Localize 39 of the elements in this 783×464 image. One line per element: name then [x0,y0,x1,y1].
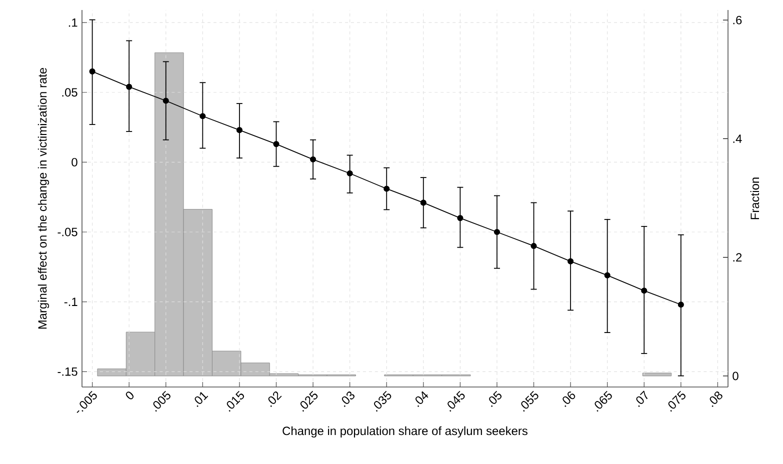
y2-axis-title: Fraction [750,178,760,220]
x-tick-label: .06 [562,391,576,407]
x-tick-label: .05 [489,390,502,407]
point [420,200,426,206]
point [568,258,574,264]
point [457,215,464,222]
point [530,242,537,250]
y2-tick-label: 0 [732,372,738,380]
x-tick-label: .02 [268,391,282,407]
point [678,302,684,308]
point [273,141,280,148]
y-tick-label: -.15 [58,367,78,376]
x-tick-label: .03 [342,392,354,407]
x-tick-label: .08 [710,392,722,407]
y2-tick-label: .6 [733,16,742,24]
point [384,186,390,192]
y-tick-label: -.1 [64,298,78,306]
y-axis-title: Marginal effect on the change in victimization rate [38,68,50,329]
point [236,127,242,134]
y-tick-label: -.05 [58,228,78,236]
point [494,228,500,236]
y-tick-label: .1 [68,18,78,27]
y-tick-label: 0 [72,158,78,166]
point [162,98,169,104]
point [604,272,610,278]
point [89,68,96,74]
point [200,113,206,120]
x-tick-label: .01 [194,392,208,407]
x-tick-label: 0 [126,392,134,400]
x-axis-title: Change in population share of asylum seekers [282,426,528,438]
point [310,156,316,162]
y-tick-label: .05 [62,88,78,97]
point [346,170,353,176]
x-tick-label: .04 [416,391,428,407]
point [126,84,132,90]
point [641,288,648,294]
y2-tick-label: .4 [733,134,742,143]
x-tick-label: .07 [636,390,648,407]
y2-tick-label: .2 [733,253,742,262]
